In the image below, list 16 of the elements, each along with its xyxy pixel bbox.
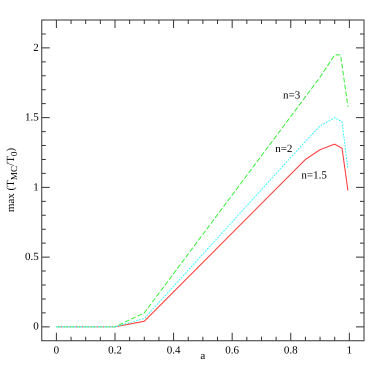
y-tick-label: 1.5 [25,112,40,124]
y-tick-label: 0 [33,320,40,333]
line-series [56,54,348,328]
y-tick-label: 0.5 [25,251,40,264]
x-tick-label: 0.6 [225,344,240,356]
series-label: n=3 [283,90,301,102]
x-tick-label: 0 [54,344,60,356]
x-tick-label: 0.2 [108,344,122,356]
x-tick-label: 0.4 [166,344,181,356]
y-tick-label: 1 [33,181,39,194]
x-tick-label: 1 [346,344,352,356]
series-label: n=1.5 [301,169,328,182]
series-label: n=2 [275,142,292,155]
x-axis-title: a [200,350,206,362]
y-tick-label: 2 [33,42,39,54]
x-tick-label: 0.8 [284,344,298,356]
